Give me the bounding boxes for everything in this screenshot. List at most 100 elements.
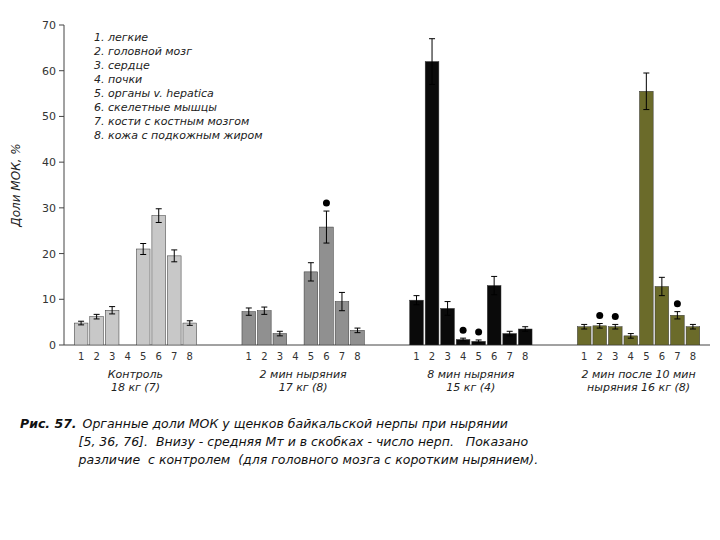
x-tick-label: 3 (444, 351, 450, 362)
significance-marker (323, 200, 330, 207)
error-bar (277, 331, 283, 336)
annotation: 5. органы v. hepatica (94, 87, 214, 100)
significance-marker (475, 328, 482, 335)
x-tick-label: 6 (156, 351, 162, 362)
error-bar (323, 211, 329, 243)
error-bar (612, 324, 618, 329)
x-tick-label: 2 (261, 351, 267, 362)
x-tick-label: 2 (597, 351, 603, 362)
x-tick-label: 8 (354, 351, 360, 362)
error-bar (429, 39, 435, 85)
title: Рис. 57. (20, 416, 77, 431)
bar-group (410, 39, 532, 345)
annotation: 6. скелетные мышцы (94, 101, 217, 114)
page: {"chart_data": { "type": "bar", "title":… (0, 0, 720, 540)
bar (410, 300, 424, 345)
group-label-line: ныряния 16 кг (8) (587, 381, 690, 394)
subtitle-line: [5, 36, 76]. Внизу - средняя Мт и в скоб… (79, 434, 529, 449)
y-tick (59, 25, 64, 26)
y-tick-label: 10 (42, 293, 56, 306)
error-bar (354, 328, 360, 333)
bar (304, 272, 318, 345)
error-bar (171, 250, 177, 262)
error-bar (445, 302, 451, 316)
y-tick (59, 299, 64, 300)
x-tick-label: 4 (628, 351, 634, 362)
error-bar (628, 334, 634, 339)
x-tick-label: 1 (581, 351, 587, 362)
x-tick-label: 6 (659, 351, 665, 362)
error-bar (246, 308, 252, 315)
bar (90, 317, 104, 345)
x-tick-label: 5 (643, 351, 649, 362)
x-tick-label: 8 (187, 351, 193, 362)
bar-group (577, 73, 699, 345)
x-tick-label: 4 (460, 351, 466, 362)
error-bar (187, 321, 193, 326)
annotation: 3. сердце (94, 59, 150, 72)
subtitle-line: различие с контролем (для головного мозг… (78, 452, 539, 467)
x-tick-label: 7 (506, 351, 512, 362)
x-tick-label: 6 (491, 351, 497, 362)
error-bar (308, 263, 314, 281)
group-label-line: 8 мин ныряния (427, 368, 514, 381)
group-label-line: 18 кг (7) (111, 381, 160, 394)
group-label: Контроль18 кг (7) (108, 368, 163, 394)
x-tick-label: 2 (93, 351, 99, 362)
x-tick-label: 6 (323, 351, 329, 362)
bar-group (74, 209, 196, 345)
y-axis: 010203040506070 (42, 19, 64, 352)
error-bar (339, 292, 345, 310)
y-tick (59, 253, 64, 254)
group-label-line: 15 кг (4) (446, 381, 495, 394)
x-tick-label: 8 (522, 351, 528, 362)
y-tick-label: 70 (42, 19, 56, 32)
x-tick-label: 3 (109, 351, 115, 362)
error-bar (476, 340, 482, 343)
x-tick-label: 5 (308, 351, 314, 362)
bar (136, 249, 150, 345)
x-tick-label: 8 (690, 351, 696, 362)
group-label: 2 мин после 10 минныряния 16 кг (8) (582, 368, 696, 394)
y-tick (59, 162, 64, 163)
error-bar (643, 73, 649, 110)
x-tick-label: 4 (124, 351, 130, 362)
x-axis: 12345678Контроль18 кг (7)123456782 мин н… (78, 351, 696, 394)
x-tick-label: 2 (429, 351, 435, 362)
y-axis-label: Доли МОК, % (9, 143, 23, 227)
error-bar (78, 321, 84, 325)
annotation-list: 1. легкие2. головной мозг3. сердце4. поч… (94, 31, 263, 142)
y-tick (59, 116, 64, 117)
y-axis-line (64, 25, 65, 345)
group-label-line: Контроль (108, 368, 163, 381)
x-tick-label: 5 (140, 351, 146, 362)
y-tick-label: 60 (42, 65, 56, 78)
bar-group (242, 200, 364, 345)
significance-marker (460, 327, 467, 334)
group-label: 2 мин ныряния17 кг (8) (260, 368, 347, 394)
y-tick-label: 20 (42, 248, 56, 261)
group-label-line: 17 кг (8) (279, 381, 328, 394)
plot-marks (74, 39, 700, 345)
annotation: 4. почки (94, 73, 142, 86)
bar (639, 91, 653, 345)
bar (257, 311, 271, 345)
annotation: 2. головной мозг (94, 45, 192, 58)
bar (167, 256, 181, 345)
error-bar (94, 314, 100, 319)
group-label-line: 2 мин после 10 мин (582, 368, 696, 381)
y-tick (59, 207, 64, 208)
bar (425, 62, 439, 345)
error-bar (690, 324, 696, 329)
x-tick-label: 7 (339, 351, 345, 362)
error-bar (156, 209, 162, 223)
x-tick-label: 5 (475, 351, 481, 362)
error-bar (507, 331, 513, 336)
x-tick-label: 4 (292, 351, 298, 362)
error-bar (522, 327, 528, 332)
error-bar (581, 324, 587, 329)
bar (289, 345, 303, 346)
y-tick (59, 345, 64, 346)
x-tick-label: 1 (413, 351, 419, 362)
significance-marker (612, 313, 619, 320)
